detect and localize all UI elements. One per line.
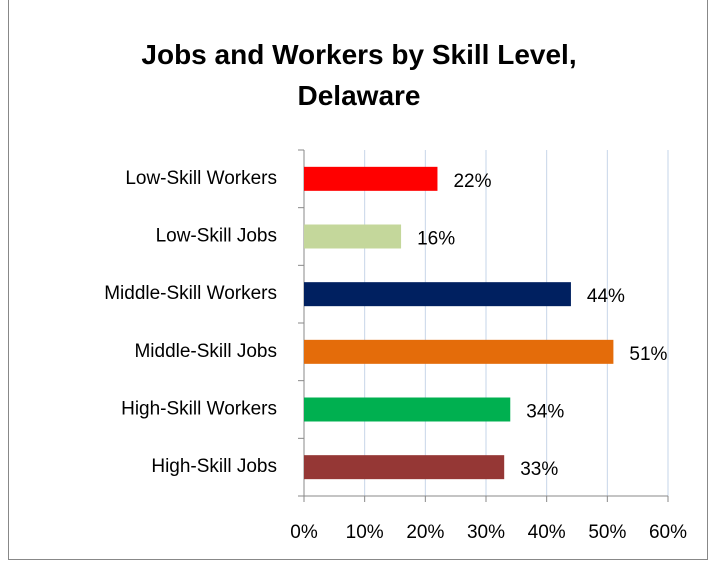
bar — [304, 166, 438, 191]
x-tick-label: 0% — [290, 522, 318, 543]
x-tick-label: 10% — [346, 522, 384, 543]
chart-title: Jobs and Workers by Skill Level, Delawar… — [141, 39, 577, 111]
y-tick-label: Middle-Skill Workers — [104, 283, 277, 304]
x-tick-label: 60% — [649, 522, 687, 543]
x-tick-label: 40% — [528, 522, 566, 543]
x-tick-label: 20% — [406, 522, 444, 543]
x-tick-label: 50% — [588, 522, 626, 543]
value-label: 44% — [587, 286, 625, 307]
chart-frame — [8, 0, 708, 560]
bar — [304, 455, 505, 480]
x-tick-label: 30% — [467, 522, 505, 543]
y-tick-label: Low-Skill Jobs — [156, 226, 277, 247]
value-label: 22% — [453, 171, 491, 192]
bar — [304, 282, 571, 307]
bar — [304, 224, 402, 249]
value-label: 33% — [520, 459, 558, 480]
y-tick-label: Low-Skill Workers — [125, 168, 277, 189]
y-tick-label: High-Skill Jobs — [151, 456, 277, 477]
y-tick-label: Middle-Skill Jobs — [134, 341, 277, 362]
value-label: 34% — [526, 402, 564, 423]
value-label: 51% — [629, 344, 667, 365]
bar — [304, 339, 614, 364]
value-label: 16% — [417, 229, 455, 250]
y-tick-label: High-Skill Workers — [121, 399, 277, 420]
bar — [304, 397, 511, 422]
